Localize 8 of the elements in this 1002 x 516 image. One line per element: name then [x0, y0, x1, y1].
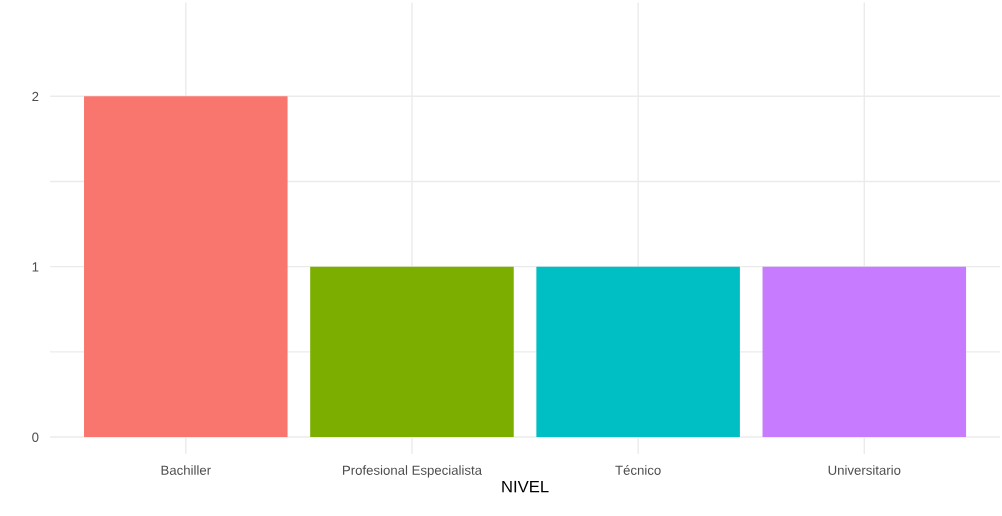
x-tick-label: Universitario: [828, 465, 901, 475]
y-tick-label: 0: [32, 432, 39, 442]
x-axis-title: NIVEL: [502, 480, 549, 493]
x-tick-label: Profesional Especialista: [343, 465, 483, 478]
x-tick-label: Bachiller: [161, 465, 211, 475]
y-tick-label: 1: [32, 262, 39, 272]
y-tick-label: 2: [32, 91, 39, 102]
x-tick-label: Técnico: [615, 465, 661, 475]
